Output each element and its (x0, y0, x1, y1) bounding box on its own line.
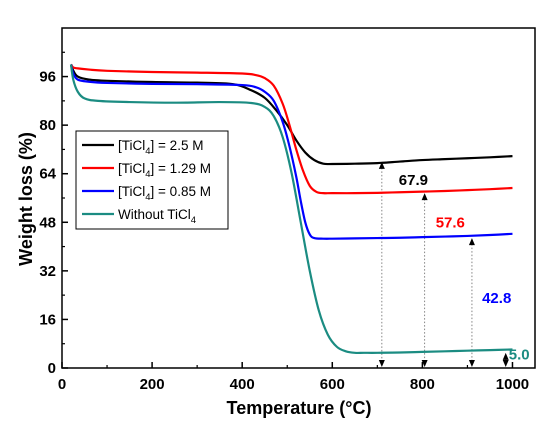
annotation-arrow-down (378, 360, 385, 367)
annotation-arrow-up (468, 238, 475, 246)
annotation-label: 5.0 (509, 346, 530, 363)
y-tick-label: 16 (39, 311, 56, 328)
plot-area: 0 200 400 600 800 1000 0 16 32 48 64 80 96 67.9 57.6 42… (39, 27, 536, 393)
series-line-1 (70, 63, 513, 195)
legend-label-2: [TiCl4] = 0.85 M (118, 184, 211, 203)
legend-label-0: [TiCl4] = 2.5 M (118, 138, 203, 157)
annotation-arrow-down (421, 360, 428, 367)
y-tick-label: 32 (39, 263, 56, 280)
annotation-label: 67.9 (399, 172, 428, 189)
legend-label-1: [TiCl4] = 1.29 M (118, 161, 211, 180)
x-tick-label: 400 (230, 376, 255, 393)
y-tick-label: 80 (39, 117, 56, 134)
legend: [TiCl4] = 2.5 M [TiCl4] = 1.29 M [TiCl4] =… (75, 130, 229, 230)
x-tick-label: 600 (320, 376, 345, 393)
annotation-arrow-up (421, 193, 428, 201)
y-tick-label: 0 (48, 360, 56, 377)
series-line-2 (69, 64, 513, 240)
y-tick-label: 48 (39, 214, 56, 231)
annotation-arrow-down (502, 360, 509, 367)
legend-label-3: Without TiCl4 (118, 207, 196, 226)
annotation-label: 42.8 (482, 290, 511, 307)
x-tick-label: 200 (140, 376, 165, 393)
legend-box (75, 130, 229, 230)
series-line-3 (69, 64, 513, 355)
x-tick-label: 1000 (496, 376, 529, 393)
x-axis-title: Temperature (°C) (227, 398, 372, 418)
annotation-arrow-down (468, 360, 475, 367)
y-tick-label: 96 (39, 69, 56, 86)
y-axis-title: Weight loss (%) (16, 132, 36, 266)
x-tick-label: 800 (410, 376, 435, 393)
y-tick-label: 64 (39, 166, 56, 183)
x-tick-label: 0 (58, 376, 66, 393)
annotation-arrow-up (502, 352, 509, 360)
series-line-0 (69, 64, 513, 166)
annotation-label: 57.6 (436, 214, 465, 231)
annotation-arrow-up (378, 161, 385, 169)
